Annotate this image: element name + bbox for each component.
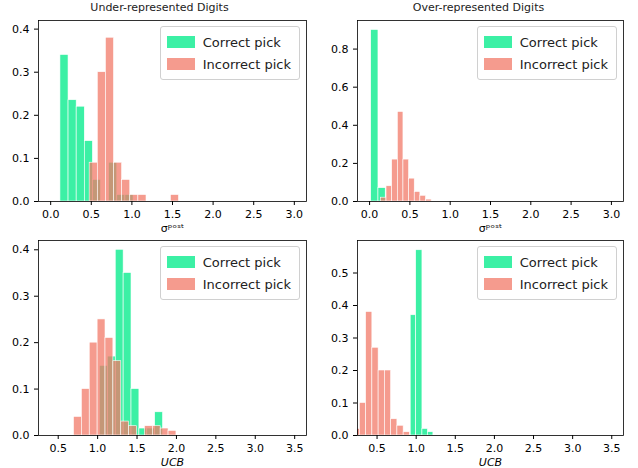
svg-text:0.0: 0.0	[331, 429, 349, 442]
html-text:Incorrect pick: Incorrect pick	[202, 56, 291, 72]
svg-text:1.5: 1.5	[128, 442, 146, 455]
html-text:Correct pick: Correct pick	[519, 34, 598, 50]
svg-text:0.2: 0.2	[331, 157, 349, 170]
svg-text:1.0: 1.0	[89, 442, 107, 455]
svg-text:0.5: 0.5	[49, 442, 67, 455]
svg-text:2.0: 2.0	[522, 208, 540, 221]
html-text:Incorrect pick: Incorrect pick	[519, 276, 608, 292]
html-text:Under-represented Digits: Under-represented Digits	[90, 1, 229, 14]
svg-text:2.5: 2.5	[207, 442, 225, 455]
svg-text:0.1: 0.1	[12, 383, 30, 396]
svg-text:0.3: 0.3	[12, 290, 30, 303]
svg-text:1.0: 1.0	[123, 208, 141, 221]
svg-text:0.4: 0.4	[12, 23, 30, 36]
svg-text:1.0: 1.0	[441, 208, 459, 221]
html-text:Correct pick: Correct pick	[202, 254, 281, 270]
html-text:Incorrect pick: Incorrect pick	[202, 276, 291, 292]
html-text:Over-represented Digits: Over-represented Digits	[412, 1, 545, 14]
svg-text:0.6: 0.6	[331, 81, 349, 94]
svg-text:1.5: 1.5	[482, 208, 500, 221]
svg-text:3.5: 3.5	[603, 442, 621, 455]
svg-text:0.0: 0.0	[331, 195, 349, 208]
svg-text:1.5: 1.5	[447, 442, 465, 455]
html-text:Correct pick: Correct pick	[519, 254, 598, 270]
svg-text:0.8: 0.8	[331, 43, 349, 56]
svg-text:2.5: 2.5	[562, 208, 580, 221]
svg-text:3.5: 3.5	[286, 442, 304, 455]
svg-text:3.0: 3.0	[286, 208, 304, 221]
svg-text:UCB: UCB	[479, 456, 502, 468]
svg-text:0.4: 0.4	[12, 243, 30, 256]
svg-text:1.0: 1.0	[407, 442, 425, 455]
svg-text:0.1: 0.1	[12, 152, 30, 165]
svg-text:0.1: 0.1	[331, 397, 349, 410]
svg-text:0.0: 0.0	[12, 429, 30, 442]
svg-text:0.5: 0.5	[401, 208, 419, 221]
svg-text:0.2: 0.2	[12, 109, 30, 122]
html-text:Correct pick: Correct pick	[202, 34, 281, 50]
svg-text:2.0: 2.0	[486, 442, 504, 455]
svg-text:0.5: 0.5	[83, 208, 101, 221]
svg-text:2.5: 2.5	[245, 208, 263, 221]
svg-text:0.0: 0.0	[361, 208, 379, 221]
svg-text:0.4: 0.4	[331, 299, 349, 312]
svg-text:0.0: 0.0	[42, 208, 60, 221]
svg-text:0.0: 0.0	[12, 195, 30, 208]
svg-text:2.0: 2.0	[204, 208, 222, 221]
svg-text:3.0: 3.0	[564, 442, 582, 455]
svg-text:2.0: 2.0	[168, 442, 186, 455]
html-text:Incorrect pick: Incorrect pick	[519, 56, 608, 72]
svg-text:2.5: 2.5	[525, 442, 543, 455]
svg-text:UCB: UCB	[161, 456, 184, 468]
svg-text:0.3: 0.3	[331, 332, 349, 345]
svg-text:0.2: 0.2	[12, 336, 30, 349]
svg-text:0.5: 0.5	[368, 442, 386, 455]
svg-text:σᵖᵒˢᵗ: σᵖᵒˢᵗ	[161, 222, 185, 235]
svg-text:1.5: 1.5	[164, 208, 182, 221]
svg-text:3.0: 3.0	[603, 208, 621, 221]
svg-text:0.2: 0.2	[331, 364, 349, 377]
svg-text:3.0: 3.0	[247, 442, 265, 455]
svg-text:0.5: 0.5	[331, 267, 349, 280]
svg-text:0.3: 0.3	[12, 66, 30, 79]
svg-text:0.4: 0.4	[331, 119, 349, 132]
svg-text:σᵖᵒˢᵗ: σᵖᵒˢᵗ	[479, 222, 503, 235]
